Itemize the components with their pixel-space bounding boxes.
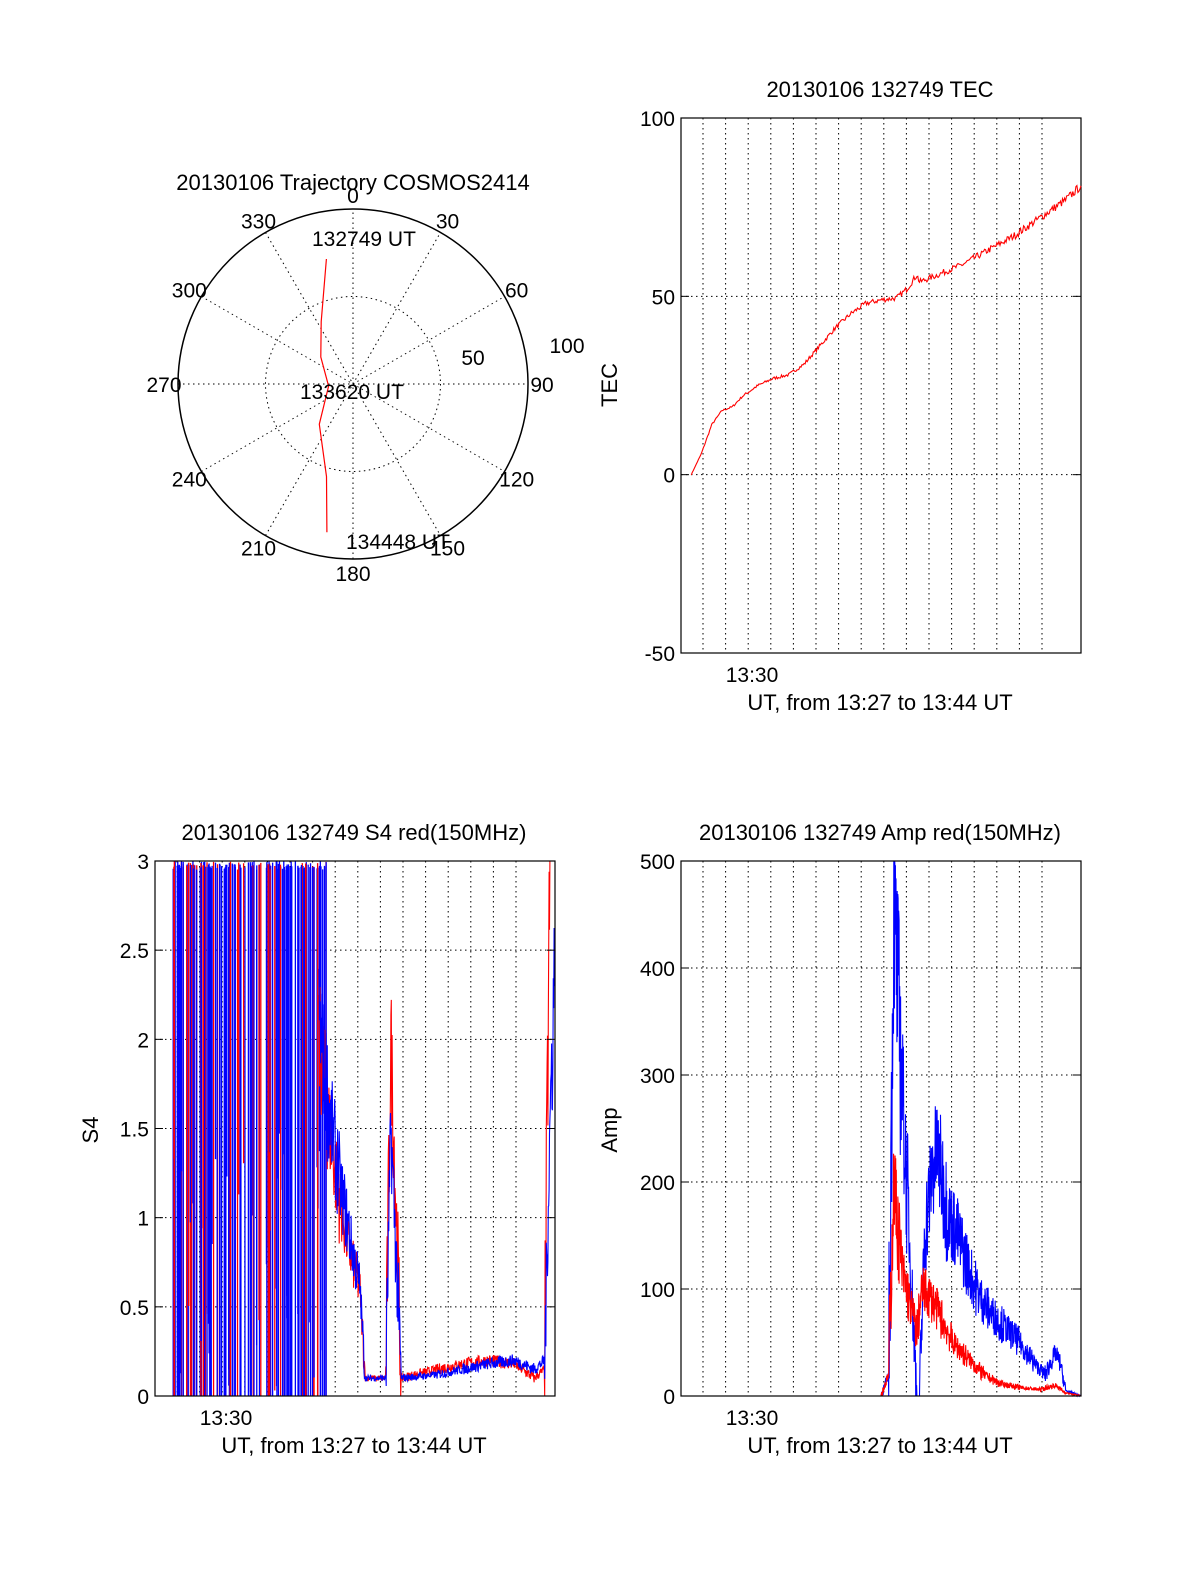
polar-annotation-end: 134448 UT [346,531,450,554]
s4-y-label: S4 [78,1117,103,1144]
polar-azimuth-label: 330 [241,210,276,233]
polar-ring-label-100: 100 [549,335,584,358]
polar-azimuth-label: 240 [172,469,207,492]
polar-azimuth-label: 0 [347,185,359,208]
polar-azimuth-label: 180 [335,563,370,586]
s4-y-ticks: 0 0.5 1 1.5 2 2.5 3 [120,851,555,1409]
y-tick-label: 0 [137,1386,149,1409]
tec-series-line [690,184,1082,476]
polar-track-line [318,258,330,533]
s4-x-tick-label: 13:30 [200,1407,253,1430]
y-tick-label: 0 [663,1386,675,1409]
y-tick-label: 3 [137,851,149,874]
polar-azimuth-label: 30 [436,210,459,233]
tec-chart: 20130106 132749 TEC -50 0 50 100 13:30 UT, … [597,77,1082,715]
s4-noisy-region [172,861,327,1396]
polar-title: 20130106 Trajectory COSMOS2414 [176,170,529,195]
polar-azimuth-label: 270 [146,374,181,397]
y-tick-label: 0 [663,465,675,488]
y-tick-label: 2.5 [120,940,149,963]
y-tick-label: 1.5 [120,1119,149,1142]
y-tick-label: 50 [652,286,675,309]
amp-chart: 20130106 132749 Amp red(150MHz) 0 100 200 3… [597,820,1082,1458]
polar-ring-50 [265,296,441,472]
tec-plot-frame [680,117,1082,654]
y-tick-label: 200 [640,1172,675,1195]
polar-ring-label-50: 50 [461,347,484,370]
s4-title: 20130106 132749 S4 red(150MHz) [182,820,527,845]
s4-chart: 20130106 132749 S4 red(150MHz) 0 0.5 1 1.5 2… [78,820,556,1458]
amp-x-label: UT, from 13:27 to 13:44 UT [747,1433,1012,1458]
polar-azimuth-label: 60 [505,280,528,303]
polar-annotation-mid: 133620 UT [300,381,404,404]
tec-y-ticks: -50 0 50 100 [640,108,1081,666]
polar-annotation-start: 132749 UT [312,228,416,251]
amp-title: 20130106 132749 Amp red(150MHz) [699,820,1061,845]
y-tick-label: 100 [640,108,675,131]
s4-blue-series-line [318,927,556,1387]
y-tick-label: -50 [645,643,675,666]
amp-x-tick-label: 13:30 [726,1407,779,1430]
amp-y-ticks: 0 100 200 300 400 500 [640,851,1081,1409]
amp-plot-frame [680,860,1082,1397]
polar-azimuth-label: 150 [430,538,465,561]
tec-x-tick-label: 13:30 [726,664,779,687]
tec-grid [681,117,1081,654]
tec-x-label: UT, from 13:27 to 13:44 UT [747,690,1012,715]
y-tick-label: 2 [137,1029,149,1052]
polar-spokes [178,209,528,559]
polar-azimuth-label: 210 [241,538,276,561]
polar-spoke [265,232,441,536]
tec-y-label: TEC [597,363,622,407]
y-tick-label: 400 [640,958,675,981]
amp-grid [681,860,1081,1397]
amp-blue-series-line [696,860,1082,1398]
amp-y-label: Amp [597,1107,622,1152]
polar-trajectory-chart: 20130106 Trajectory COSMOS2414 0 30 60 90 12… [146,170,584,586]
polar-azimuth-label: 300 [172,280,207,303]
tec-title: 20130106 132749 TEC [766,77,993,102]
y-tick-label: 500 [640,851,675,874]
polar-azimuth-labels: 0 30 60 90 120 150 180 210 240 270 300 330 [146,185,553,586]
y-tick-label: 0.5 [120,1297,149,1320]
s4-x-label: UT, from 13:27 to 13:44 UT [221,1433,486,1458]
y-tick-label: 300 [640,1065,675,1088]
polar-azimuth-label: 120 [499,469,534,492]
y-tick-label: 1 [137,1208,149,1231]
polar-azimuth-label: 90 [530,374,553,397]
y-tick-label: 100 [640,1279,675,1302]
